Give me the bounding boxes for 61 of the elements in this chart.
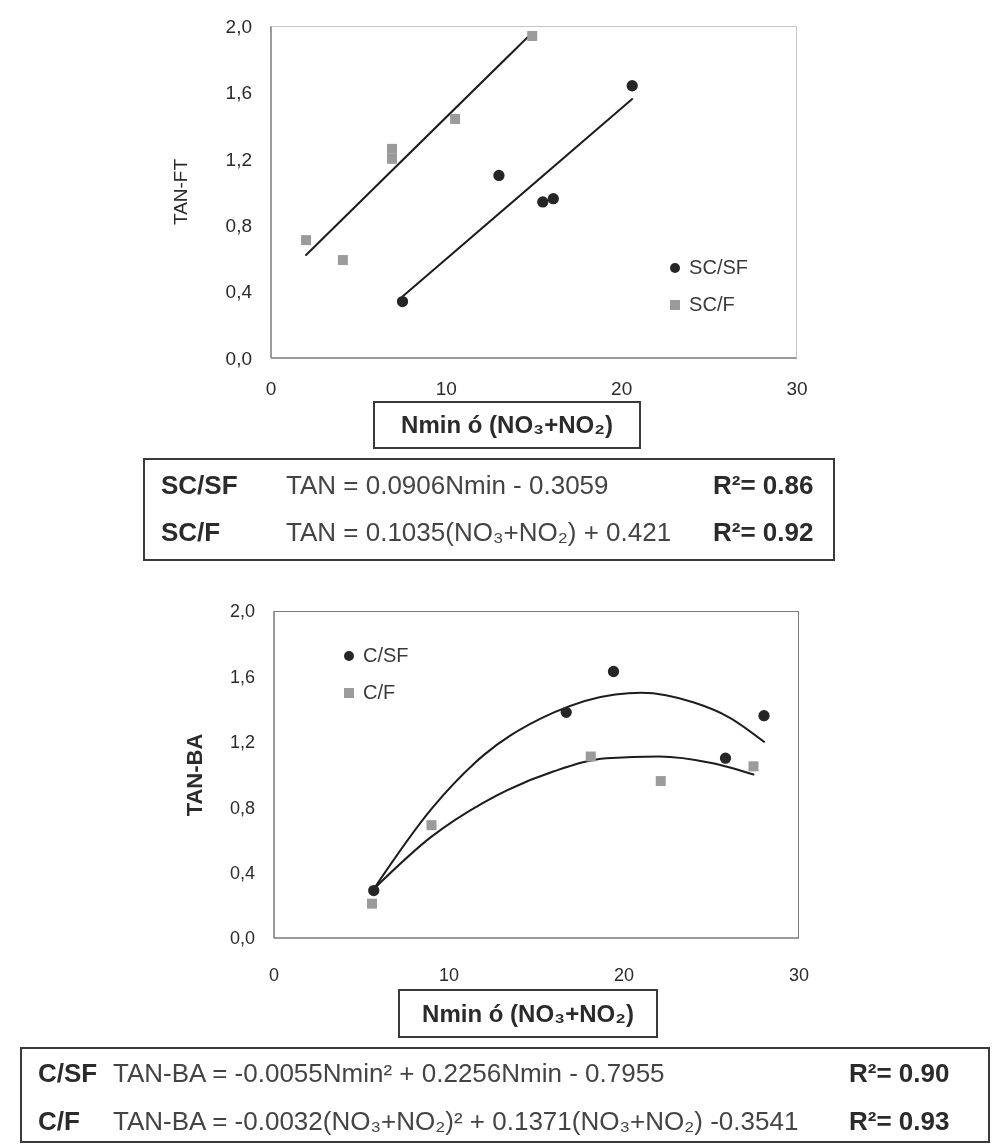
point	[585, 751, 596, 762]
legend-label: C/SF	[363, 644, 409, 667]
point	[301, 235, 312, 246]
point	[368, 884, 380, 897]
point	[547, 193, 559, 205]
point	[337, 255, 348, 266]
point	[537, 196, 549, 208]
legend-label: C/F	[363, 681, 396, 704]
y-tick-label: 1,6	[225, 82, 252, 104]
point	[396, 295, 409, 308]
point	[386, 153, 397, 164]
text: C/SF	[38, 1057, 98, 1088]
y-tick-label: 0,4	[225, 281, 253, 303]
point	[758, 710, 770, 722]
x-axis-title: Nmin ó (NO₃+NO₂)	[401, 411, 613, 439]
point	[426, 820, 437, 831]
y-axis-title: TAN-FT	[170, 158, 191, 226]
text: SC/SF	[161, 470, 238, 500]
x-tick-label: 10	[438, 964, 460, 985]
x-tick-label: 30	[786, 378, 808, 400]
point	[386, 143, 397, 154]
y-tick-label: 2,0	[225, 15, 252, 37]
y-tick-label: 0,8	[229, 797, 255, 818]
text: R²= 0.90	[849, 1057, 950, 1088]
point	[626, 80, 638, 92]
point	[748, 761, 759, 772]
x-tick-label: 20	[613, 964, 635, 985]
y-tick-label: 1,6	[229, 666, 255, 687]
text: R²= 0.92	[713, 517, 814, 547]
legend-label: SC/SF	[689, 256, 748, 279]
point	[450, 113, 461, 124]
y-tick-label: 1,2	[225, 148, 252, 170]
point	[719, 752, 732, 764]
x-tick-label: 0	[265, 378, 277, 400]
text: TAN = 0.0906Nmin - 0.3059	[286, 470, 609, 500]
text: C/F	[38, 1105, 80, 1136]
legend-label: SC/F	[689, 293, 735, 316]
x-tick-label: 30	[788, 964, 810, 985]
point	[655, 776, 666, 787]
x-tick-label: 20	[611, 378, 633, 400]
text: R²= 0.86	[713, 470, 814, 500]
y-tick-label: 0,0	[225, 347, 252, 369]
text: SC/F	[161, 517, 221, 547]
y-tick-label: 1,2	[229, 732, 255, 753]
x-axis-title: Nmin ó (NO₃+NO₂)	[422, 999, 634, 1028]
y-tick-label: 0,0	[229, 928, 255, 949]
y-tick-label: 0,4	[229, 862, 255, 883]
text: R²= 0.93	[849, 1105, 950, 1136]
text: TAN-BA = -0.0055Nmin² + 0.2256Nmin - 0.7955	[113, 1057, 665, 1088]
point	[607, 665, 620, 678]
point	[560, 706, 572, 718]
x-tick-label: 0	[268, 964, 280, 985]
y-axis-title: TAN-BA	[182, 733, 207, 816]
point	[367, 898, 377, 909]
text: TAN-BA = -0.0032(NO₃+NO₂)² + 0.1371(NO₃+NO₂) -0.3541	[113, 1105, 799, 1136]
y-tick-label: 0,8	[225, 214, 252, 236]
point	[527, 30, 538, 41]
y-tick-label: 2,0	[229, 601, 255, 622]
x-tick-label: 10	[435, 378, 457, 400]
text: TAN = 0.1035(NO₃+NO₂) + 0.421	[286, 517, 672, 547]
point	[493, 169, 505, 182]
